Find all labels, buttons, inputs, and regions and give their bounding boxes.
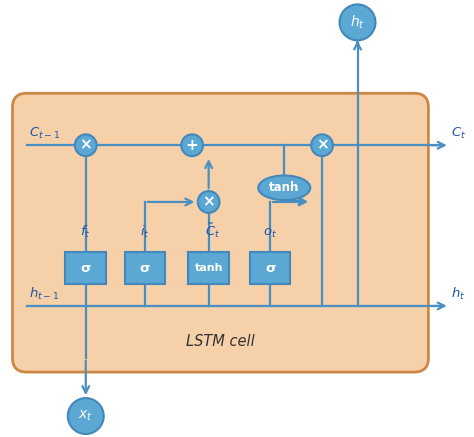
FancyBboxPatch shape bbox=[188, 252, 229, 284]
Text: $\tilde{C}_t$: $\tilde{C}_t$ bbox=[205, 222, 220, 240]
FancyBboxPatch shape bbox=[125, 252, 165, 284]
Text: $f_t$: $f_t$ bbox=[81, 224, 91, 240]
Circle shape bbox=[339, 4, 375, 40]
Circle shape bbox=[311, 134, 333, 156]
Circle shape bbox=[68, 398, 104, 434]
Ellipse shape bbox=[258, 176, 310, 200]
Text: $h_t$: $h_t$ bbox=[451, 286, 465, 302]
Text: ×: × bbox=[316, 138, 328, 153]
FancyBboxPatch shape bbox=[12, 93, 428, 372]
Text: $x_t$: $x_t$ bbox=[78, 409, 93, 423]
Text: LSTM cell: LSTM cell bbox=[186, 334, 255, 349]
Text: $h_t$: $h_t$ bbox=[350, 14, 365, 31]
Circle shape bbox=[181, 134, 203, 156]
FancyBboxPatch shape bbox=[250, 252, 291, 284]
Text: $C_t$: $C_t$ bbox=[451, 126, 466, 141]
Text: tanh: tanh bbox=[194, 263, 223, 273]
Text: $C_{t-1}$: $C_{t-1}$ bbox=[29, 126, 60, 141]
Circle shape bbox=[75, 134, 97, 156]
Text: ×: × bbox=[202, 194, 215, 209]
Text: tanh: tanh bbox=[269, 181, 300, 194]
Text: $i_t$: $i_t$ bbox=[140, 224, 150, 240]
Circle shape bbox=[198, 191, 219, 213]
Text: +: + bbox=[186, 138, 199, 153]
Text: $h_{t-1}$: $h_{t-1}$ bbox=[29, 286, 59, 302]
Text: σ: σ bbox=[81, 262, 91, 274]
Text: ×: × bbox=[79, 138, 92, 153]
Text: $o_t$: $o_t$ bbox=[263, 227, 277, 240]
FancyBboxPatch shape bbox=[65, 252, 106, 284]
Text: σ: σ bbox=[265, 262, 275, 274]
Text: σ: σ bbox=[140, 262, 150, 274]
